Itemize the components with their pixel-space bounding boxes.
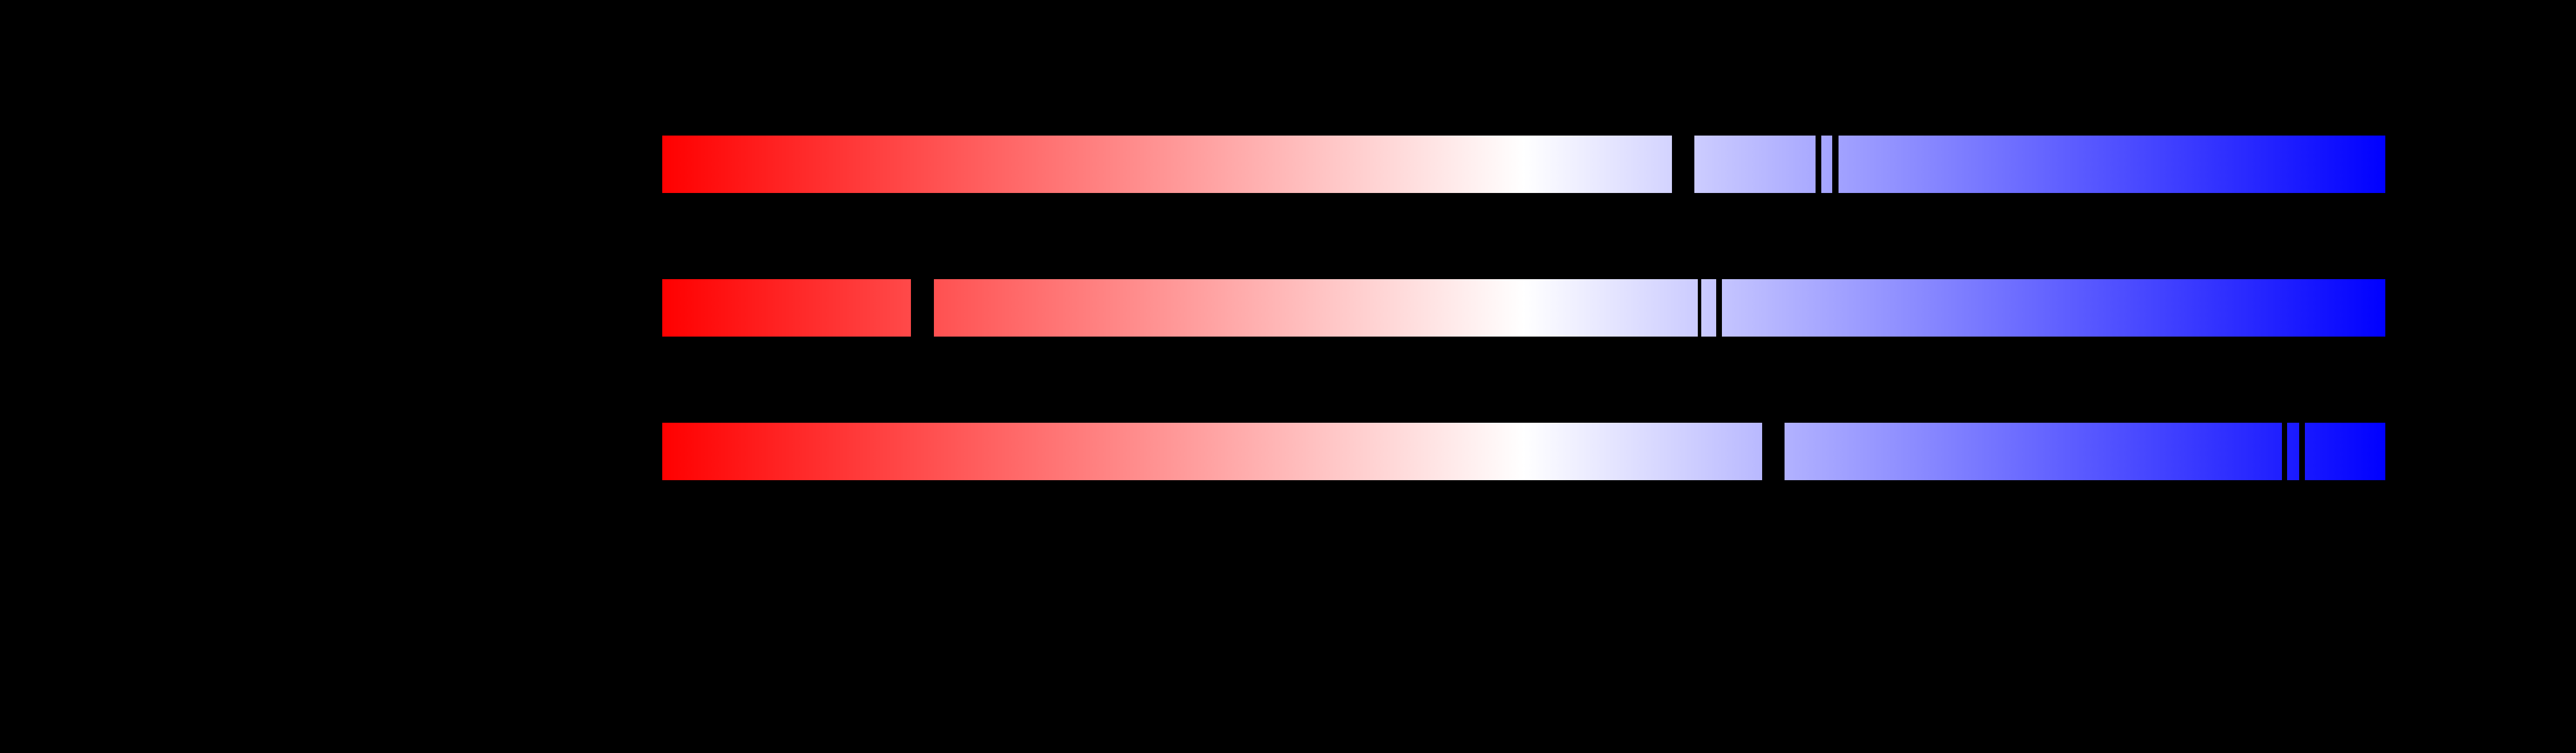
thin-marker-line xyxy=(2282,423,2287,480)
thick-marker-line xyxy=(1762,423,1785,480)
thin-marker-line xyxy=(1816,136,1821,193)
gradient-bar-row-2 xyxy=(662,279,2385,337)
thin-marker-line xyxy=(1716,279,1722,337)
thick-marker-line xyxy=(1672,136,1694,193)
thick-marker-line xyxy=(911,279,934,337)
gradient-bar-row-3 xyxy=(662,423,2385,480)
thin-marker-line xyxy=(2299,423,2305,480)
thin-marker-line xyxy=(1832,136,1839,193)
gradient-bar-row-1 xyxy=(662,136,2385,193)
thin-marker-line xyxy=(1698,279,1701,337)
